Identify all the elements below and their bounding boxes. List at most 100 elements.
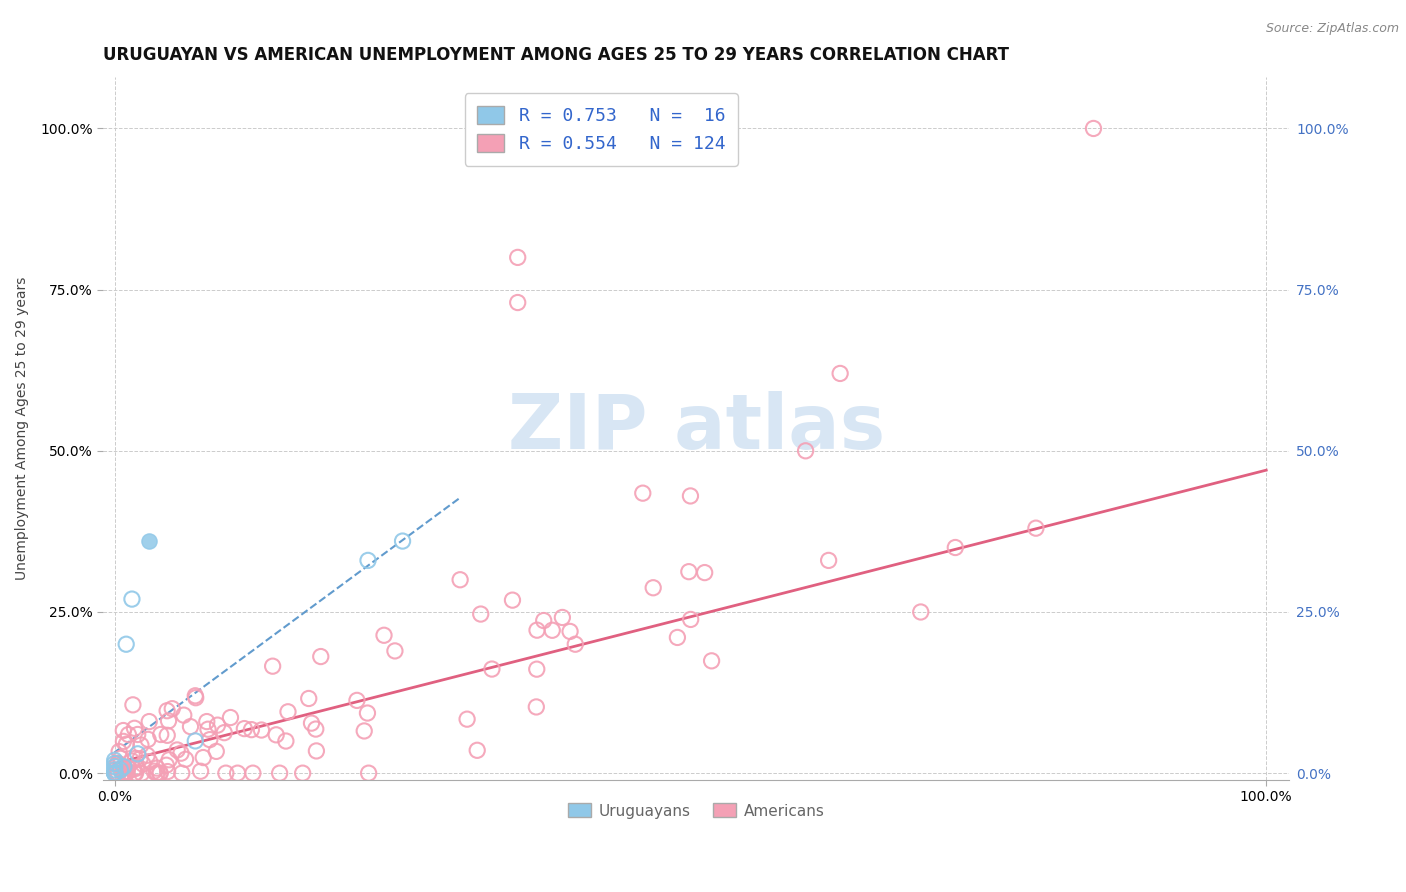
Point xyxy=(111,766,134,780)
Point xyxy=(173,708,195,723)
Point xyxy=(269,766,291,780)
Point xyxy=(301,716,323,731)
Point xyxy=(166,743,188,757)
Point xyxy=(114,766,136,780)
Point xyxy=(104,766,127,780)
Point xyxy=(470,607,492,621)
Point xyxy=(104,763,127,777)
Point xyxy=(138,534,160,549)
Point xyxy=(104,766,127,780)
Point xyxy=(198,732,221,747)
Point xyxy=(174,752,197,766)
Point xyxy=(145,766,167,780)
Point xyxy=(357,766,380,780)
Point xyxy=(108,758,131,772)
Point xyxy=(115,764,138,779)
Point xyxy=(233,722,256,736)
Point xyxy=(219,710,242,724)
Point xyxy=(157,714,180,728)
Point xyxy=(943,541,966,555)
Point xyxy=(124,766,146,780)
Point xyxy=(110,751,132,765)
Point xyxy=(693,566,716,580)
Point xyxy=(127,747,149,761)
Point xyxy=(910,605,932,619)
Text: Source: ZipAtlas.com: Source: ZipAtlas.com xyxy=(1265,22,1399,36)
Point xyxy=(131,766,153,780)
Point xyxy=(207,718,229,732)
Point xyxy=(226,766,249,780)
Point xyxy=(631,486,654,500)
Point xyxy=(242,766,264,780)
Point xyxy=(104,756,127,771)
Point xyxy=(110,763,132,777)
Point xyxy=(149,727,172,741)
Point xyxy=(170,746,193,760)
Point xyxy=(184,690,207,705)
Point xyxy=(146,761,169,775)
Point xyxy=(105,766,128,780)
Point xyxy=(179,720,201,734)
Point xyxy=(146,766,169,780)
Point xyxy=(449,573,471,587)
Point xyxy=(156,728,179,742)
Point xyxy=(215,766,238,780)
Point xyxy=(262,659,284,673)
Point xyxy=(104,766,127,780)
Point xyxy=(195,714,218,729)
Point xyxy=(157,753,180,767)
Point xyxy=(391,534,413,549)
Point xyxy=(666,631,689,645)
Point xyxy=(125,760,148,774)
Point xyxy=(277,705,299,719)
Point xyxy=(138,755,160,769)
Point xyxy=(114,766,136,780)
Point xyxy=(679,489,702,503)
Point xyxy=(353,723,375,738)
Point xyxy=(127,761,149,775)
Point xyxy=(506,295,529,310)
Point xyxy=(1025,521,1047,535)
Point xyxy=(481,662,503,676)
Point xyxy=(250,723,273,737)
Point xyxy=(533,614,555,628)
Point xyxy=(506,251,529,265)
Point xyxy=(122,762,145,776)
Point xyxy=(190,764,212,779)
Y-axis label: Unemployment Among Ages 25 to 29 years: Unemployment Among Ages 25 to 29 years xyxy=(15,277,30,580)
Point xyxy=(456,712,478,726)
Point xyxy=(149,766,172,780)
Point xyxy=(112,734,135,748)
Point xyxy=(108,745,131,759)
Point xyxy=(817,553,839,567)
Point xyxy=(104,753,127,767)
Point xyxy=(104,766,127,780)
Point xyxy=(107,766,129,780)
Point xyxy=(129,738,152,752)
Point xyxy=(526,662,548,676)
Text: ZIP atlas: ZIP atlas xyxy=(508,392,884,466)
Point xyxy=(114,766,136,780)
Point xyxy=(264,728,287,742)
Point xyxy=(700,654,723,668)
Point xyxy=(526,623,548,637)
Point xyxy=(298,691,321,706)
Point xyxy=(558,624,581,639)
Point xyxy=(205,744,228,758)
Point xyxy=(122,698,145,712)
Point xyxy=(465,743,488,757)
Point xyxy=(240,723,263,737)
Point xyxy=(384,644,406,658)
Point xyxy=(127,727,149,741)
Point xyxy=(305,722,328,736)
Point xyxy=(524,700,547,714)
Point xyxy=(274,734,297,748)
Point xyxy=(124,766,146,780)
Point xyxy=(551,610,574,624)
Point xyxy=(184,734,207,748)
Text: URUGUAYAN VS AMERICAN UNEMPLOYMENT AMONG AGES 25 TO 29 YEARS CORRELATION CHART: URUGUAYAN VS AMERICAN UNEMPLOYMENT AMONG… xyxy=(103,46,1010,64)
Point xyxy=(104,766,127,780)
Point xyxy=(124,751,146,765)
Point xyxy=(115,766,138,780)
Point xyxy=(121,754,143,768)
